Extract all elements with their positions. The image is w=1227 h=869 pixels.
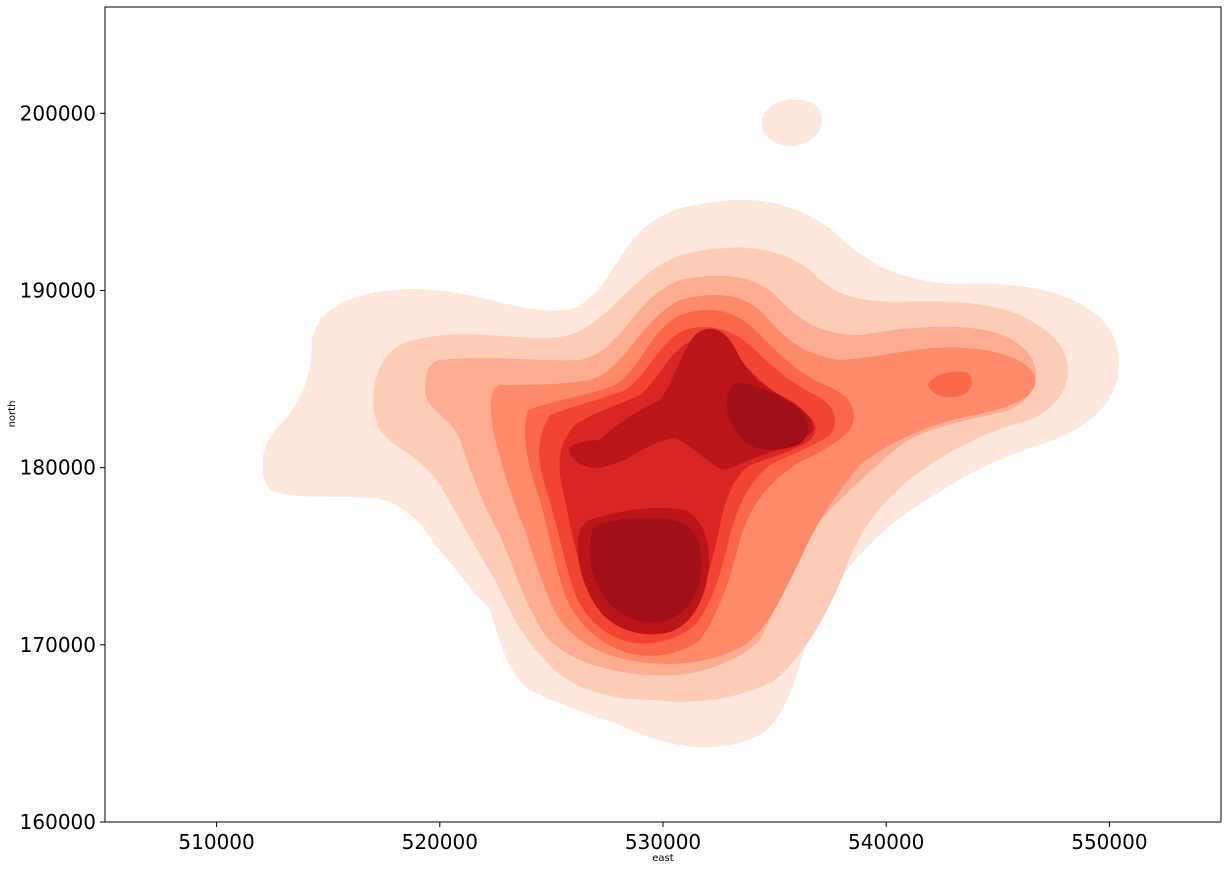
x-tick-label: 510000	[178, 830, 254, 854]
y-tick-label: 160000	[20, 810, 96, 834]
y-axis-label: north	[7, 401, 18, 428]
y-tick-label: 180000	[20, 456, 96, 480]
y-axis-ticks: 160000 170000 180000 190000 200000	[20, 101, 105, 834]
x-tick-label: 550000	[1071, 830, 1147, 854]
y-tick-label: 190000	[20, 278, 96, 302]
y-tick-label: 200000	[20, 101, 96, 125]
density-contours	[262, 99, 1119, 747]
x-axis-label: east	[652, 853, 673, 864]
x-tick-label: 520000	[402, 830, 478, 854]
x-tick-label: 530000	[625, 830, 701, 854]
x-axis-ticks: 510000 520000 530000 540000 550000	[178, 822, 1147, 854]
contour-level-1-part-2	[762, 99, 822, 146]
x-tick-label: 540000	[848, 830, 924, 854]
y-tick-label: 170000	[20, 633, 96, 657]
